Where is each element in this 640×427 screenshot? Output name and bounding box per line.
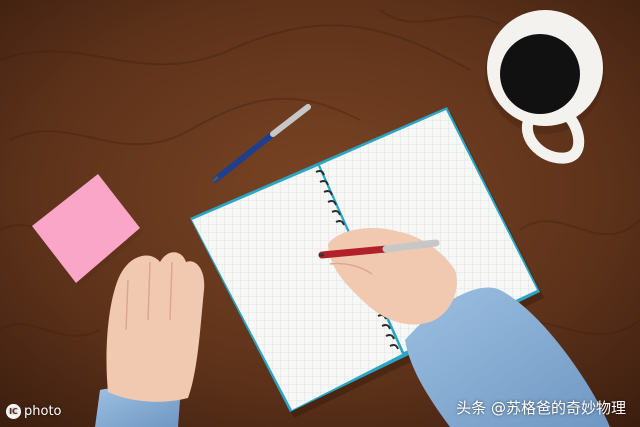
sticky-note: [32, 174, 143, 287]
ic-logo-badge: IC: [6, 404, 21, 419]
coffee-mug: [485, 10, 605, 164]
left-hand: [95, 252, 205, 427]
spiral-binding: [315, 170, 399, 350]
blue-pen: [212, 104, 311, 183]
red-pen: [318, 239, 440, 259]
ic-photo-watermark: IC photo: [6, 404, 62, 419]
ic-logo-text: photo: [24, 404, 62, 419]
toutiao-credit-watermark: 头条 @苏格爸的奇妙物理: [456, 399, 626, 417]
